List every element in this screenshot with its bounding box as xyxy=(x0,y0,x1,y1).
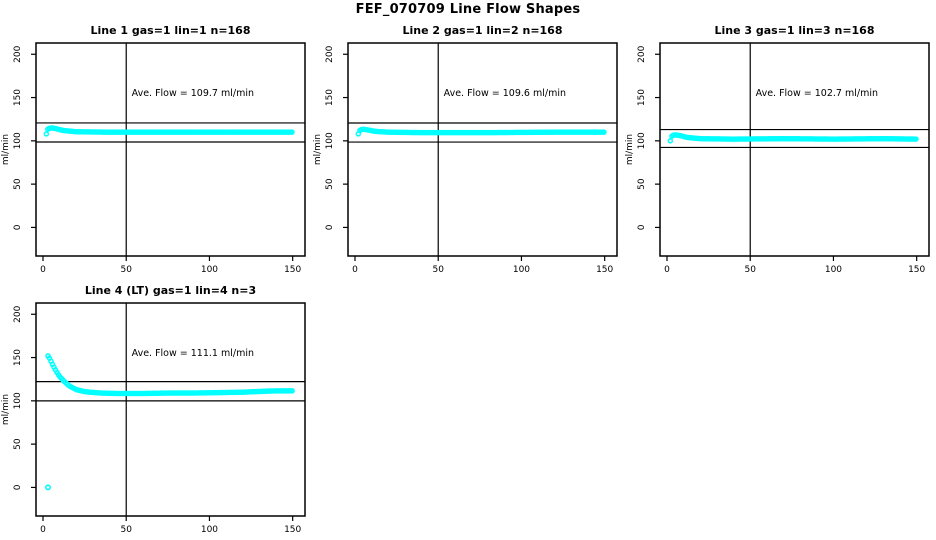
chart-panel-line3: Line 3 gas=1 lin=3 n=168 0 50 100 150 200 0 50 1… xyxy=(624,20,936,280)
data-point xyxy=(289,388,295,394)
chart-panel-line4: Line 4 (LT) gas=1 lin=4 n=3 0 50 100 150 200 0… xyxy=(0,280,312,540)
panel-title: Line 4 (LT) gas=1 lin=4 n=3 xyxy=(85,284,256,297)
data-point xyxy=(43,131,50,137)
x-tick-label: 50 xyxy=(120,525,132,535)
y-tick-label: 50 xyxy=(325,178,335,190)
x-tick-label: 50 xyxy=(744,265,756,275)
x-tick-label: 150 xyxy=(596,265,613,275)
x-tick-label: 100 xyxy=(513,265,530,275)
subplot-svg: Line 2 gas=1 lin=2 n=168 0 50 100 150 200 0 50 1… xyxy=(313,24,618,275)
ave-flow-annotation: Ave. Flow = 109.6 ml/min xyxy=(444,88,566,99)
y-axis-label: ml/min xyxy=(1,134,11,165)
y-tick-label: 0 xyxy=(637,224,647,230)
panel-title: Line 1 gas=1 lin=1 n=168 xyxy=(90,24,250,37)
axes: 0 50 100 150 200 0 50 100 150 ml/min xyxy=(1,302,306,535)
y-tick-label: 150 xyxy=(13,89,23,106)
y-tick-label: 50 xyxy=(637,178,647,190)
y-axis-label: ml/min xyxy=(313,134,323,165)
subplot-svg: Line 4 (LT) gas=1 lin=4 n=30501001502000… xyxy=(1,284,306,535)
panel-title: Line 3 gas=1 lin=3 n=168 xyxy=(714,24,874,37)
y-tick-label: 150 xyxy=(637,89,647,106)
x-tick-label: 100 xyxy=(201,525,218,535)
y-tick-label: 200 xyxy=(13,45,23,62)
axes: 0 50 100 150 200 0 50 100 150 ml/min xyxy=(313,42,618,275)
y-tick-label: 0 xyxy=(13,224,23,230)
data-point xyxy=(601,129,607,135)
y-tick-label: 100 xyxy=(325,132,335,149)
y-tick-label: 50 xyxy=(13,178,23,190)
data-point xyxy=(913,136,919,142)
x-tick-label: 0 xyxy=(40,525,46,535)
ave-flow-annotation: Ave. Flow = 111.1 ml/min xyxy=(132,348,254,359)
outlier-point xyxy=(44,484,51,491)
y-tick-label: 100 xyxy=(637,132,647,149)
data-point xyxy=(289,129,295,135)
chart-panel-line2: Line 2 gas=1 lin=2 n=168 0 50 100 150 200 0 50 1… xyxy=(312,20,624,280)
y-tick-label: 0 xyxy=(325,224,335,230)
data-point xyxy=(667,138,674,144)
plot-box xyxy=(35,42,306,257)
panel-title: Line 2 gas=1 lin=2 n=168 xyxy=(402,24,562,37)
y-tick-label: 0 xyxy=(13,484,23,490)
chart-grid: Line 1 gas=1 lin=1 n=168 0 50 100 150 200 0 50 1… xyxy=(0,20,936,540)
y-tick-label: 50 xyxy=(13,438,23,450)
y-tick-label: 150 xyxy=(13,349,23,366)
y-tick-label: 200 xyxy=(325,45,335,62)
x-tick-label: 100 xyxy=(201,265,218,275)
data-points xyxy=(355,126,607,137)
page-title: FEF_070709 Line Flow Shapes xyxy=(355,2,581,17)
x-tick-label: 150 xyxy=(908,265,925,275)
x-tick-label: 0 xyxy=(352,265,358,275)
x-tick-label: 0 xyxy=(40,265,46,275)
y-tick-label: 150 xyxy=(325,89,335,106)
x-tick-label: 50 xyxy=(120,265,132,275)
ave-flow-annotation: Ave. Flow = 102.7 ml/min xyxy=(756,88,878,99)
axes: 0 50 100 150 200 0 50 100 150 ml/min xyxy=(1,42,306,275)
x-tick-label: 100 xyxy=(825,265,842,275)
plot-box xyxy=(347,42,618,257)
plot-box xyxy=(35,302,306,517)
x-tick-label: 150 xyxy=(284,265,301,275)
y-tick-label: 200 xyxy=(637,45,647,62)
chart-panel-line1: Line 1 gas=1 lin=1 n=168 0 50 100 150 200 0 50 1… xyxy=(0,20,312,280)
x-tick-label: 0 xyxy=(664,265,670,275)
axes: 0 50 100 150 200 0 50 100 150 ml/min xyxy=(625,42,930,275)
data-points xyxy=(44,353,295,491)
subplot-svg: Line 1 gas=1 lin=1 n=168 0 50 100 150 200 0 50 1… xyxy=(1,24,306,275)
y-tick-label: 100 xyxy=(13,392,23,409)
y-axis-label: ml/min xyxy=(625,134,635,165)
x-tick-label: 50 xyxy=(432,265,444,275)
data-points xyxy=(43,125,295,137)
y-axis-label: ml/min xyxy=(1,394,11,425)
y-tick-label: 200 xyxy=(13,305,23,322)
x-tick-label: 150 xyxy=(284,525,301,535)
ave-flow-annotation: Ave. Flow = 109.7 ml/min xyxy=(132,88,254,99)
subplot-svg: Line 3 gas=1 lin=3 n=168 0 50 100 150 200 0 50 1… xyxy=(625,24,930,275)
data-points xyxy=(667,132,919,144)
y-tick-label: 100 xyxy=(13,132,23,149)
plot-box xyxy=(659,42,930,257)
